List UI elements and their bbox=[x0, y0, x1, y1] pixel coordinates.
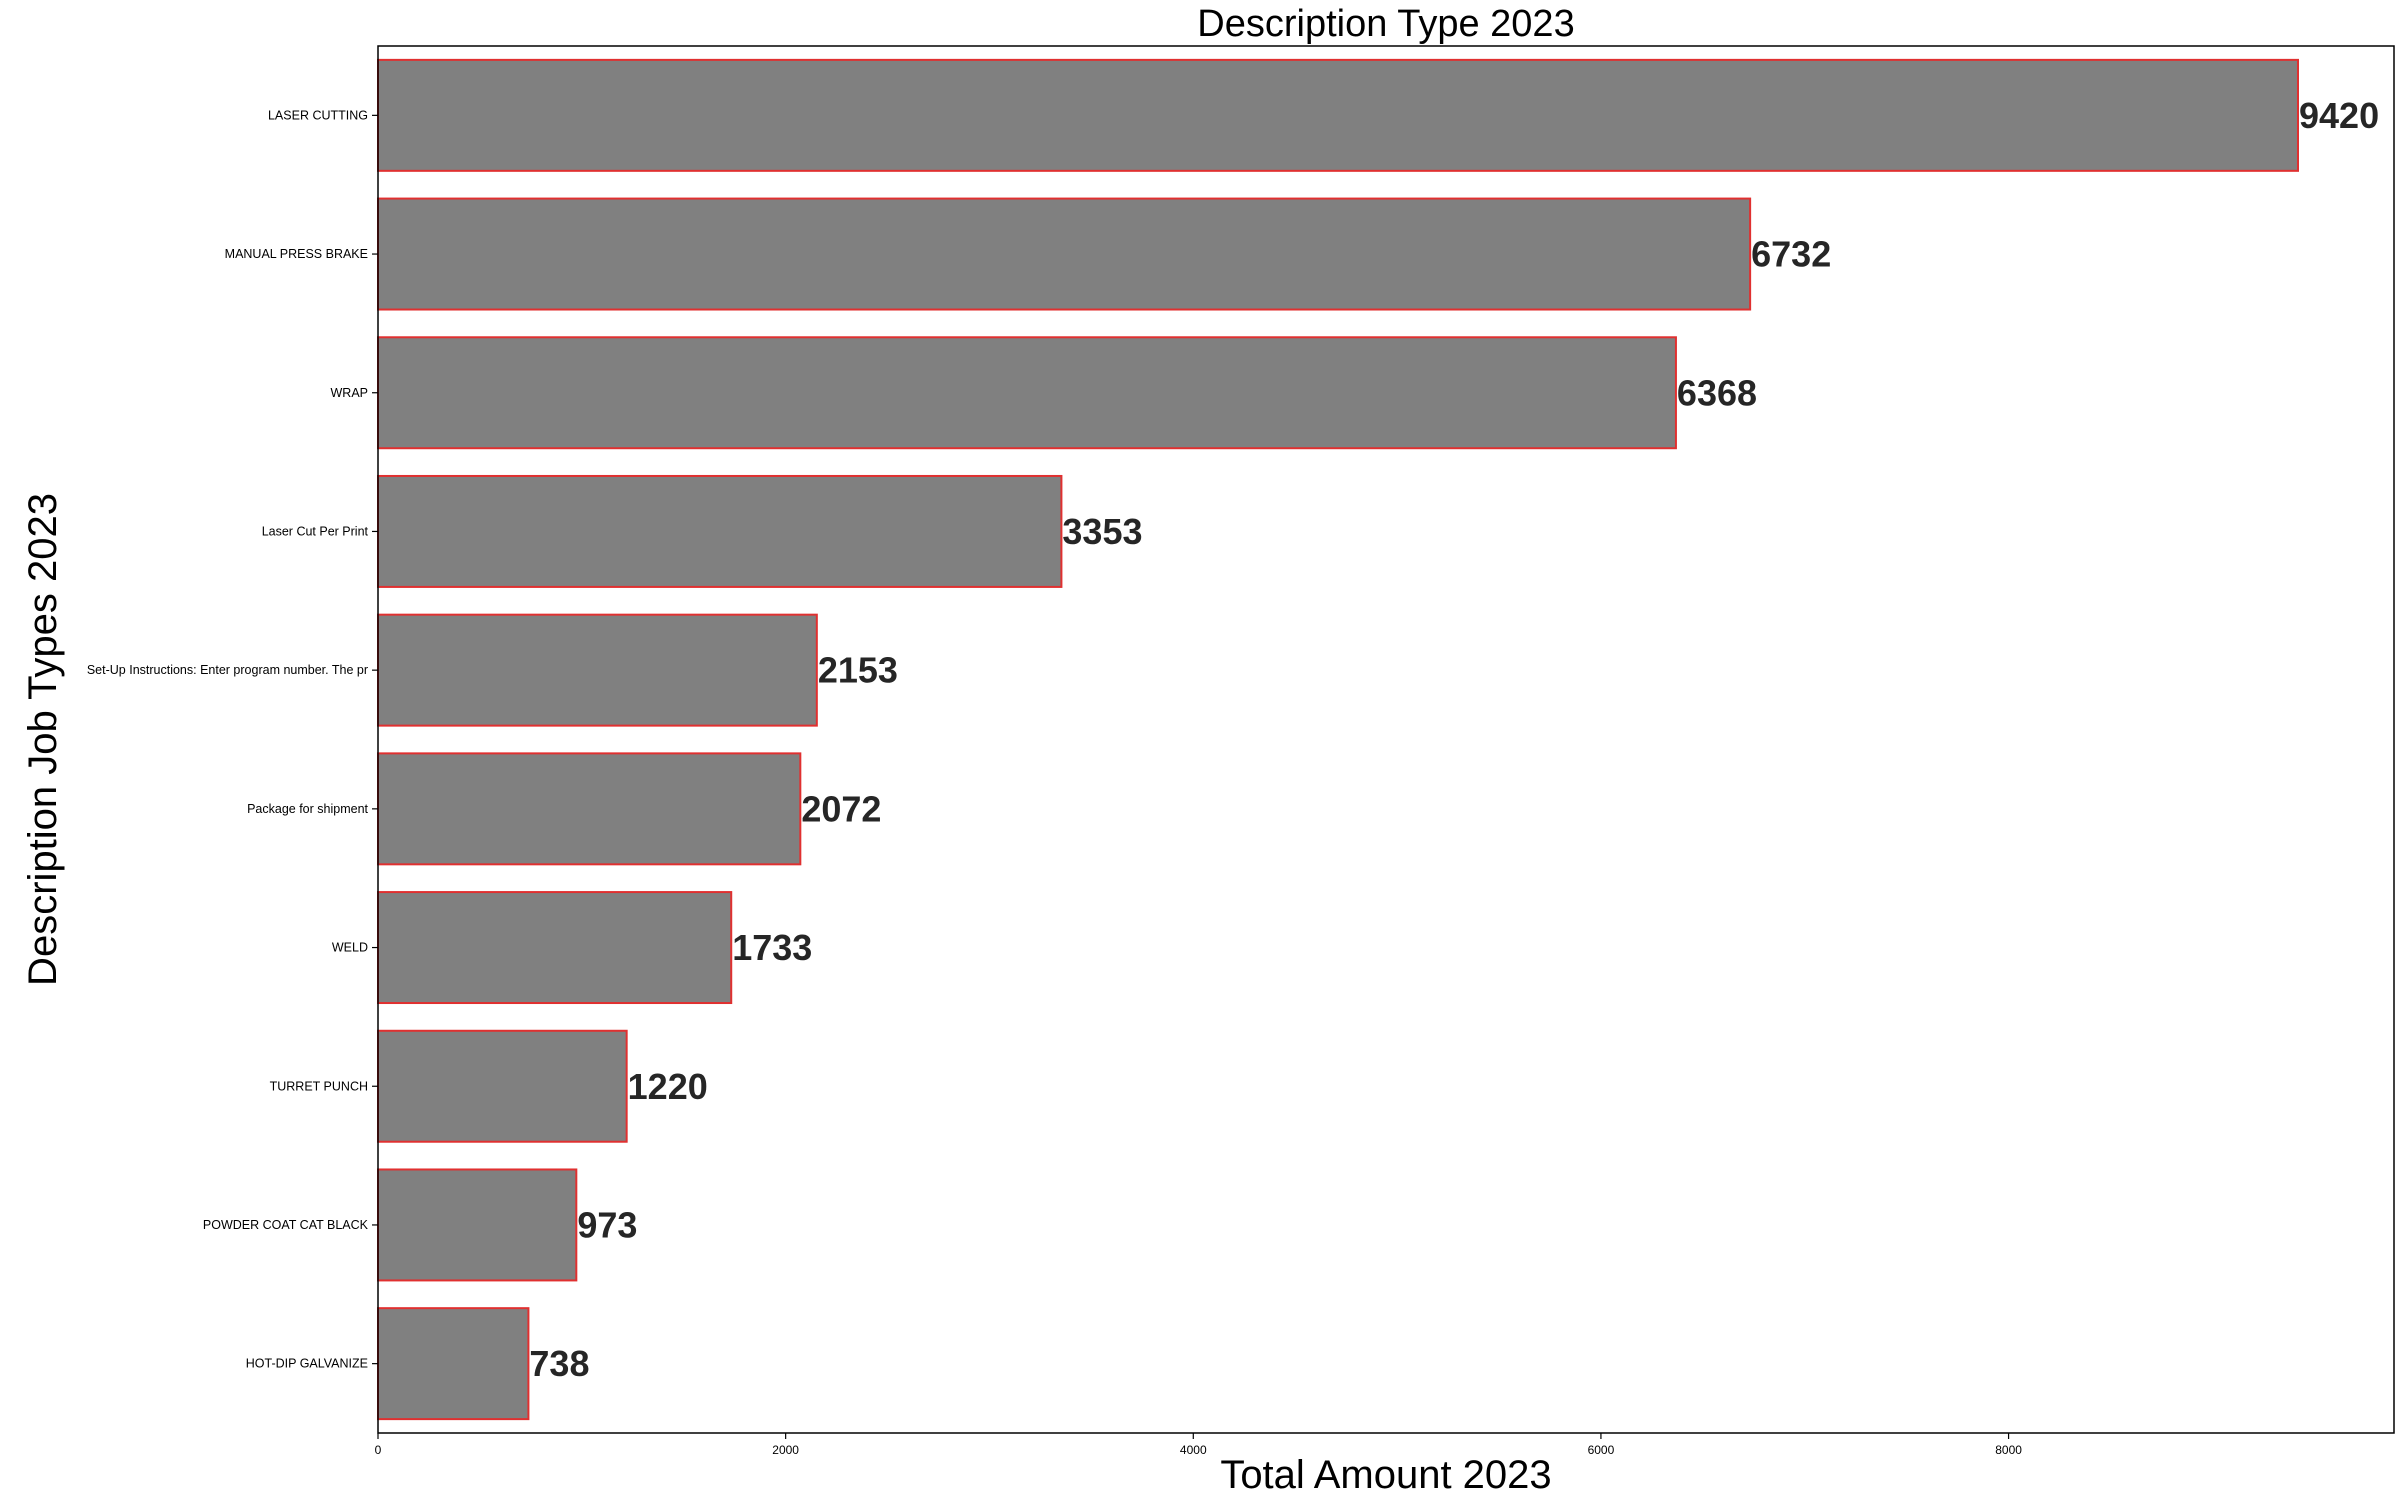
bar-7 bbox=[377, 1029, 628, 1143]
data-label-2: 6368 bbox=[1677, 372, 1757, 413]
category-label-4: Set-Up Instructions: Enter program numbe… bbox=[87, 663, 368, 677]
x-axis: 0 2000 4000 6000 8000 bbox=[375, 1433, 2022, 1457]
data-label-6: 1733 bbox=[732, 927, 812, 968]
bars-group bbox=[377, 58, 2299, 1421]
x-tick-label-0: 0 bbox=[375, 1443, 382, 1457]
data-label-0: 9420 bbox=[2299, 95, 2379, 136]
category-label-6: WELD bbox=[332, 941, 368, 955]
data-label-7: 1220 bbox=[628, 1066, 708, 1107]
bar-2 bbox=[377, 336, 1677, 450]
x-axis-title: Total Amount 2023 bbox=[1220, 1453, 1551, 1497]
category-label-7: TURRET PUNCH bbox=[270, 1079, 368, 1093]
x-tick-label-4: 8000 bbox=[1995, 1443, 2022, 1457]
bar-0 bbox=[377, 58, 2299, 172]
data-label-8: 973 bbox=[577, 1204, 637, 1245]
bar-9 bbox=[377, 1307, 530, 1421]
category-label-5: Package for shipment bbox=[247, 802, 368, 816]
bar-5 bbox=[377, 752, 802, 866]
data-label-4: 2153 bbox=[818, 650, 898, 691]
data-labels-group: 9420 6732 6368 3353 2153 2072 1733 1220 973 738 bbox=[529, 95, 2379, 1384]
bar-3 bbox=[377, 474, 1063, 588]
y-axis-title: Description Job Types 2023 bbox=[21, 493, 65, 986]
x-tick-label-2: 4000 bbox=[1180, 1443, 1207, 1457]
category-label-9: HOT-DIP GALVANIZE bbox=[246, 1357, 368, 1371]
category-label-8: POWDER COAT CAT BLACK bbox=[203, 1218, 369, 1232]
bar-8 bbox=[377, 1168, 578, 1282]
category-label-1: MANUAL PRESS BRAKE bbox=[225, 247, 368, 261]
category-label-0: LASER CUTTING bbox=[268, 108, 368, 122]
x-tick-label-1: 2000 bbox=[772, 1443, 799, 1457]
data-label-3: 3353 bbox=[1062, 511, 1142, 552]
category-label-3: Laser Cut Per Print bbox=[262, 524, 369, 538]
bar-4 bbox=[377, 613, 818, 727]
data-label-9: 738 bbox=[529, 1343, 589, 1384]
bar-1 bbox=[377, 197, 1752, 311]
x-tick-label-3: 6000 bbox=[1588, 1443, 1615, 1457]
data-label-1: 6732 bbox=[1751, 234, 1831, 275]
plot-frame bbox=[377, 45, 2395, 1434]
data-label-5: 2072 bbox=[801, 788, 881, 829]
chart-title: Description Type 2023 bbox=[1197, 3, 1574, 45]
y-axis: LASER CUTTING MANUAL PRESS BRAKE WRAP Laser… bbox=[87, 108, 378, 1371]
category-label-2: WRAP bbox=[331, 386, 369, 400]
bar-6 bbox=[377, 891, 733, 1005]
